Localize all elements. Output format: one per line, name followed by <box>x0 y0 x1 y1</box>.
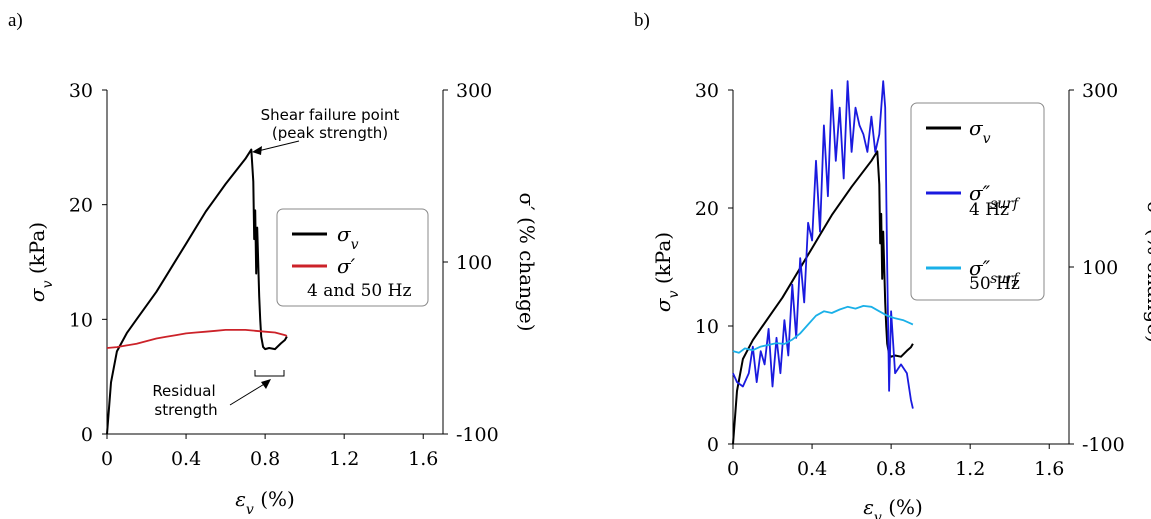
y-axis-label: σv (kPa) <box>25 222 56 302</box>
legend-box <box>910 102 1045 301</box>
annotation-text: Shear failure point <box>261 106 400 124</box>
x-axis-label: εv (%) <box>235 487 295 518</box>
y-tick-label: 20 <box>695 198 719 220</box>
legend-label: σ″surf <box>969 256 1021 287</box>
y-axis-label: σv (kPa) <box>651 232 682 312</box>
x-tick-label: 0 <box>101 448 113 470</box>
annotation-arrowhead <box>261 379 271 389</box>
y2-tick-label: 300 <box>456 80 492 102</box>
legend-label: σv <box>969 116 991 147</box>
annotation-text: Residual <box>152 382 215 400</box>
y2-tick-label: -100 <box>456 424 499 446</box>
y2-tick-label: -100 <box>1082 434 1125 456</box>
annotation-arrow <box>229 382 267 406</box>
legend-label-line2: 4 and 50 Hz <box>307 281 411 301</box>
chart-panel-a: a) 0 0.4 0.8 1.2 1.6 0 10 20 30 -100 100 300 εv (%) σv… <box>8 10 539 518</box>
x-tick-label: 0.8 <box>876 458 906 480</box>
x-tick-label: 0.4 <box>171 448 201 470</box>
annotation-arrowhead <box>252 146 262 155</box>
x-axis-label: εv (%) <box>863 495 923 519</box>
y2-axis-label: σ′ (% change) <box>515 192 539 331</box>
x-tick-label: 1.6 <box>408 448 438 470</box>
annotation-text: (peak strength) <box>272 124 388 142</box>
legend-label-line2: 50 Hz <box>969 274 1020 294</box>
chart-panel-b: b) 0 0.4 0.8 1.2 1.6 0 10 20 30 -100 100 300 εv (%) σv… <box>634 10 1151 519</box>
legend-label: σ′ <box>337 254 356 278</box>
y-tick-label: 30 <box>69 80 93 102</box>
y2-tick-label: 100 <box>456 252 492 274</box>
y-tick-label: 10 <box>695 316 719 338</box>
residual-bracket <box>254 370 285 377</box>
x-tick-label: 0 <box>727 458 739 480</box>
y-tick-label: 30 <box>695 80 719 102</box>
x-tick-label: 0.4 <box>797 458 827 480</box>
y-tick-label: 10 <box>69 309 93 331</box>
y2-tick-label: 300 <box>1082 80 1118 102</box>
legend-label: σ″surf <box>969 181 1021 212</box>
panel-label: b) <box>634 10 650 31</box>
series-line-3 <box>732 304 914 354</box>
y-tick-label: 0 <box>81 424 93 446</box>
annotation-arrow <box>257 140 300 152</box>
legend-label: σv <box>337 222 359 253</box>
x-tick-label: 1.2 <box>955 458 985 480</box>
x-tick-label: 1.6 <box>1034 458 1064 480</box>
x-tick-label: 0.8 <box>250 448 280 470</box>
y2-tick-label: 100 <box>1082 257 1118 279</box>
legend-label-line2: 4 Hz <box>969 200 1009 220</box>
panel-label: a) <box>8 10 23 31</box>
series-line-1 <box>106 148 288 435</box>
annotation-text: strength <box>154 401 217 419</box>
y2-axis-label: σ″ (% change) <box>1143 201 1151 343</box>
series-line-2 <box>732 80 914 409</box>
series-line-2 <box>106 328 288 349</box>
y-tick-label: 20 <box>69 195 93 217</box>
y-tick-label: 0 <box>707 434 719 456</box>
x-tick-label: 1.2 <box>329 448 359 470</box>
